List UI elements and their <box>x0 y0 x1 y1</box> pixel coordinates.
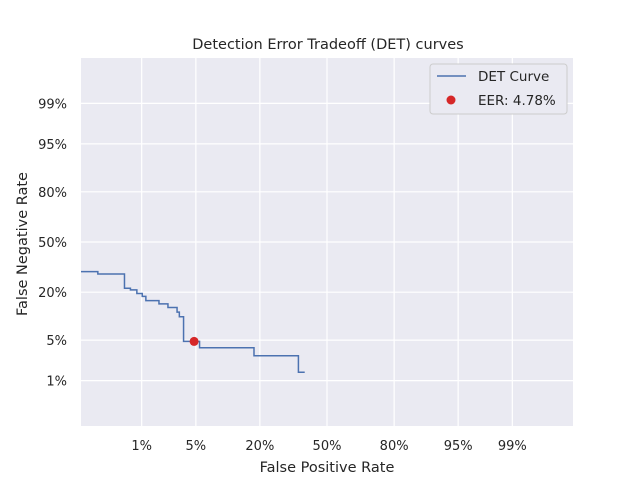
y-axis-label: False Negative Rate <box>15 172 31 316</box>
legend-label-det-curve: DET Curve <box>478 69 549 85</box>
y-tick-label: 1% <box>46 375 67 390</box>
eer-point <box>189 336 199 346</box>
legend-label-eer: EER: 4.78% <box>478 93 556 109</box>
x-tick-label: 80% <box>380 439 409 454</box>
x-tick-label: 50% <box>313 439 342 454</box>
det-curve-line <box>81 270 305 374</box>
y-tick-label: 20% <box>38 286 67 301</box>
x-tick-label: 99% <box>498 439 527 454</box>
y-tick-label: 5% <box>46 334 67 349</box>
y-tick-label: 99% <box>38 97 67 112</box>
y-tick-label: 50% <box>38 236 67 251</box>
y-tick-label: 80% <box>38 186 67 201</box>
chart-title: Detection Error Tradeoff (DET) curves <box>192 37 463 53</box>
x-tick-label: 5% <box>186 439 207 454</box>
legend-dot-swatch <box>446 95 456 105</box>
x-tick-label: 95% <box>444 439 473 454</box>
y-tick-label: 95% <box>38 138 67 153</box>
x-tick-label: 20% <box>245 439 274 454</box>
y-tick-labels: 1% 5% 20% 50% 80% 95% 99% <box>38 97 67 389</box>
legend: DET Curve EER: 4.78% <box>429 63 568 115</box>
grid-lines <box>81 58 573 426</box>
x-tick-label: 1% <box>131 439 152 454</box>
x-tick-labels: 1% 5% 20% 50% 80% 95% 99% <box>131 439 526 454</box>
x-axis-label: False Positive Rate <box>260 460 395 476</box>
